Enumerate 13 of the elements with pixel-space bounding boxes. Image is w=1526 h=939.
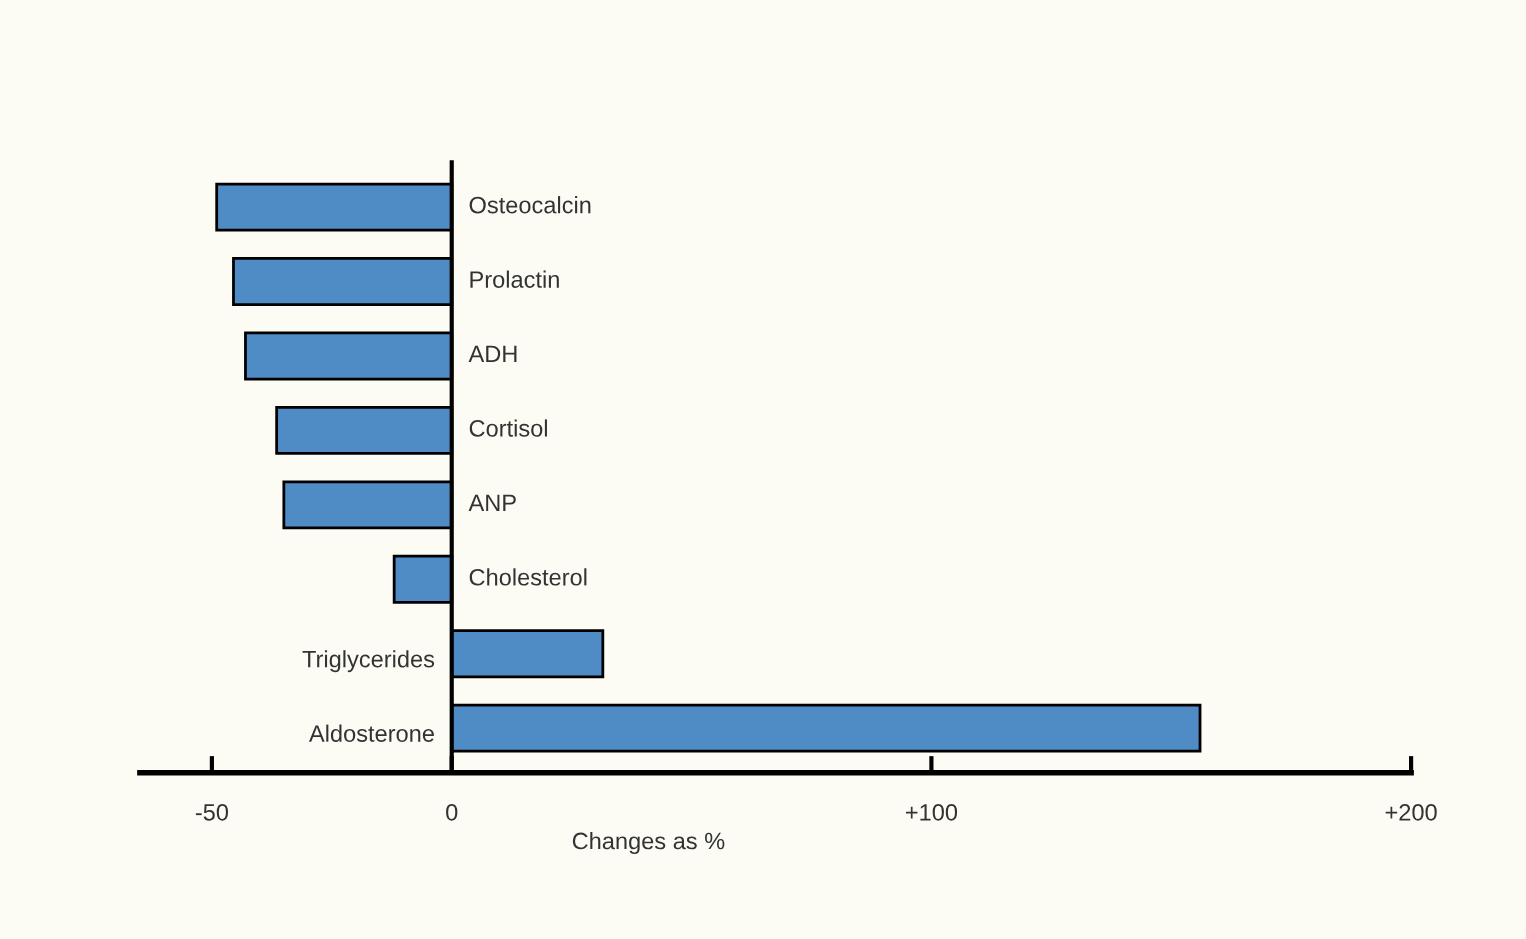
- y-tick-label: Prolactin: [470, 270, 559, 288]
- x-tick-label: 0: [446, 803, 458, 821]
- x-tick-label: -50: [195, 803, 229, 821]
- x-tick-label: +100: [905, 803, 958, 821]
- x-tick-label: +200: [1385, 803, 1437, 821]
- y-tick-label: Cholesterol: [469, 568, 587, 586]
- y-tick-label: ADH: [468, 345, 517, 363]
- y-tick-label: ANP: [468, 494, 516, 511]
- y-tick-label: Osteocalcin: [469, 196, 591, 214]
- x-axis-title: Changes as %: [572, 832, 725, 855]
- y-tick-label: Triglycerides: [302, 650, 435, 673]
- y-tick-label: Cortisol: [469, 419, 547, 437]
- y-tick-label: Aldosterone: [308, 724, 434, 742]
